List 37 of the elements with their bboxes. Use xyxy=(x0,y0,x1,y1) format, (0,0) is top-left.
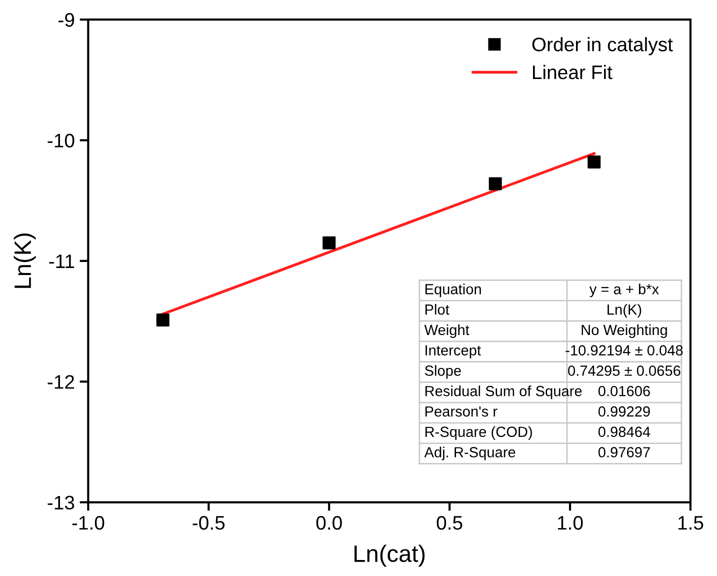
annotation: 0.01606 xyxy=(598,386,650,396)
point xyxy=(488,177,502,190)
annotation: Equation xyxy=(425,284,481,298)
x-axis-title: Ln(cat) xyxy=(354,544,425,567)
x-tick-label: 1.0 xyxy=(558,516,583,530)
y-tick-label: -10 xyxy=(48,134,74,148)
point xyxy=(156,314,170,327)
annotation: Intercept xyxy=(426,345,481,358)
annotation: Plot xyxy=(425,304,450,315)
x-tick-label: -0.5 xyxy=(192,516,225,530)
y-axis-title: Ln(K) xyxy=(14,234,36,288)
annotation: y = a + b*x xyxy=(589,284,659,298)
annotation: 0.97697 xyxy=(598,447,650,458)
annotation: R-Square (COD) xyxy=(425,426,532,440)
y-tick-label: -13 xyxy=(48,496,74,510)
x-tick-label: 0.0 xyxy=(316,516,342,530)
annotation: Adj. R-Square xyxy=(424,446,516,460)
annotation: No Weighting xyxy=(582,324,667,338)
y-tick-label: -11 xyxy=(49,254,74,268)
annotation: 0.99229 xyxy=(598,406,650,417)
x-tick-label: 1.5 xyxy=(678,516,704,530)
y-tick-label: -9 xyxy=(58,13,74,27)
y-tick-label: -12 xyxy=(48,375,74,389)
x-tick-label: 0.5 xyxy=(436,516,462,530)
annotation: -10.92194 ± 0.048 xyxy=(566,345,683,356)
point xyxy=(322,236,336,250)
annotation: 0.74295 ± 0.0656 xyxy=(568,366,680,376)
annotation: 0.98464 xyxy=(598,426,650,437)
annotation: Weight xyxy=(424,324,470,338)
annotation: Ln(K) xyxy=(608,304,642,318)
legend-label: Linear Fit xyxy=(533,64,612,80)
annotation: Pearson's r xyxy=(425,406,498,417)
annotation: Slope xyxy=(424,365,461,379)
x-tick-label: -1.0 xyxy=(72,516,104,530)
annotation: Residual Sum of Square xyxy=(425,386,582,400)
legend-label: Order in catalyst xyxy=(532,37,673,56)
point xyxy=(588,155,601,168)
